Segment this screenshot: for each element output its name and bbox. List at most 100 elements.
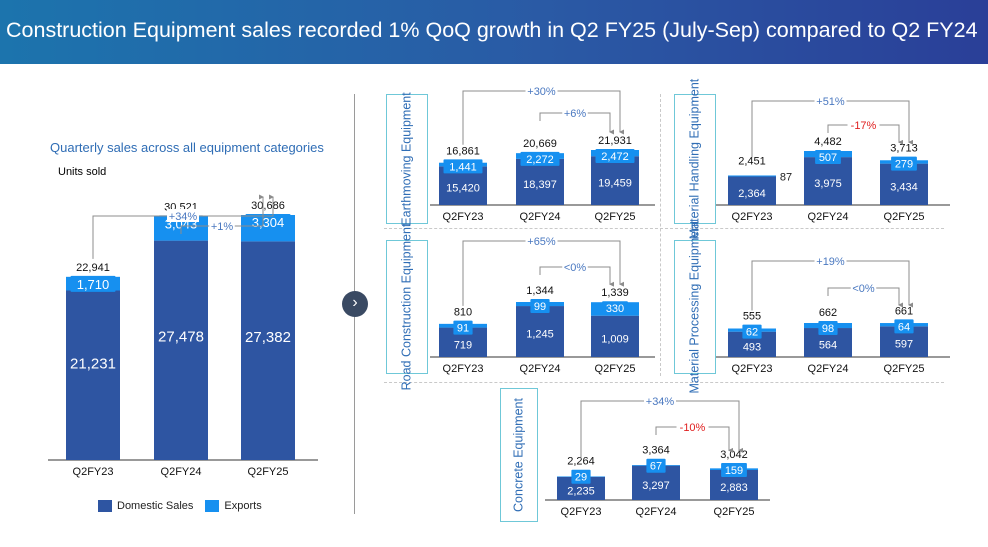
x-tick-label: Q2FY23 <box>732 363 773 375</box>
data-label-total: 4,482 <box>814 136 842 148</box>
bar-domestic <box>804 157 852 205</box>
x-tick-label: Q2FY25 <box>248 466 289 478</box>
category-label-road-construction: Road Construction Equipment <box>386 224 428 390</box>
bar-domestic <box>728 176 776 205</box>
data-label-domestic: 3,297 <box>642 480 670 492</box>
data-label-total: 16,861 <box>446 145 480 157</box>
data-label-domestic: 18,397 <box>523 179 557 191</box>
growth-label: <0% <box>852 283 875 295</box>
export-label-bg <box>453 320 473 335</box>
data-label-total: 1,344 <box>526 285 554 297</box>
data-label-exports: 1,710 <box>77 277 110 292</box>
next-arrow-button[interactable]: › <box>342 291 368 317</box>
legend: Domestic Sales Exports <box>98 500 274 512</box>
data-label-domestic: 564 <box>819 340 837 352</box>
bar-domestic <box>591 315 639 357</box>
export-label-bg <box>520 151 560 166</box>
x-tick-label: Q2FY23 <box>443 363 484 375</box>
data-label-total: 22,941 <box>76 262 110 274</box>
export-label-bg <box>602 301 628 316</box>
export-label-bg <box>742 324 762 339</box>
bar-domestic <box>591 156 639 205</box>
data-label-total: 810 <box>454 307 472 319</box>
data-label-total: 21,931 <box>598 135 632 147</box>
data-label-exports: 67 <box>650 461 662 473</box>
data-label-total: 2,264 <box>567 456 595 468</box>
legend-label-domestic: Domestic Sales <box>117 500 194 512</box>
x-tick-label: Q2FY24 <box>636 506 677 518</box>
data-label-total: 30,686 <box>251 200 285 212</box>
growth-label-bg <box>847 118 880 131</box>
grid-divider-vertical <box>660 94 661 376</box>
data-label-total: 662 <box>819 307 837 319</box>
growth-label-bg <box>644 394 676 407</box>
growth-label-bg <box>562 106 588 119</box>
data-label-total: 3,364 <box>642 445 670 457</box>
data-label-domestic: 1,245 <box>526 329 554 341</box>
data-label-exports: 279 <box>895 159 913 171</box>
x-tick-label: Q2FY23 <box>443 211 484 223</box>
data-label-total: 661 <box>895 305 913 317</box>
data-label-total: 3,042 <box>720 449 748 461</box>
x-tick-label: Q2FY23 <box>73 466 114 478</box>
bar-domestic <box>154 240 208 460</box>
growth-label: -10% <box>680 422 706 434</box>
x-tick-label: Q2FY25 <box>884 211 925 223</box>
bar-domestic <box>66 290 120 460</box>
data-label-exports: 2,472 <box>601 151 629 163</box>
growth-label-bg <box>209 219 235 232</box>
data-label-domestic: 3,975 <box>814 178 842 190</box>
x-tick-label: Q2FY23 <box>732 211 773 223</box>
data-label-total: 20,669 <box>523 138 557 150</box>
data-label-exports: 99 <box>534 301 546 313</box>
growth-label-bg <box>562 260 588 273</box>
units-label: Units sold <box>58 166 107 178</box>
growth-label: +34% <box>646 396 675 408</box>
data-label-domestic: 3,434 <box>890 181 918 193</box>
data-label-domestic: 27,382 <box>245 329 291 346</box>
growth-label: +1% <box>211 221 234 233</box>
data-label-domestic: 719 <box>454 339 472 351</box>
category-label-earthmoving: Earthmoving Equipment <box>386 92 428 226</box>
legend-swatch-exports <box>205 500 220 512</box>
growth-label: +34% <box>169 211 198 223</box>
growth-label-bg <box>814 254 847 267</box>
bar-domestic <box>241 241 295 460</box>
data-label-total: 3,713 <box>890 143 918 155</box>
data-label-exports: 1,441 <box>449 161 477 173</box>
growth-label-bg <box>676 420 709 433</box>
x-tick-label: Q2FY24 <box>161 466 202 478</box>
bar-domestic <box>516 158 564 205</box>
data-label-exports: 330 <box>606 303 624 315</box>
growth-label: +30% <box>527 86 556 98</box>
x-tick-label: Q2FY24 <box>808 363 849 375</box>
data-label-domestic: 19,459 <box>598 178 632 190</box>
data-label-domestic: 2,883 <box>720 482 748 494</box>
data-label-exports: 87 <box>780 172 792 184</box>
header-banner: Construction Equipment sales recorded 1%… <box>0 0 988 64</box>
data-label-exports: 507 <box>819 152 837 164</box>
data-label-domestic: 493 <box>743 341 761 353</box>
data-label-domestic: 1,009 <box>601 333 629 345</box>
data-label-domestic: 27,478 <box>158 329 204 346</box>
growth-arrow <box>462 90 624 145</box>
growth-arrow <box>751 260 913 311</box>
legend-item-exports: Exports <box>205 500 262 512</box>
x-tick-label: Q2FY23 <box>561 506 602 518</box>
category-label-concrete: Concrete Equipment <box>500 388 538 522</box>
export-label-bg <box>815 150 841 164</box>
data-label-domestic: 21,231 <box>70 355 116 372</box>
grid-divider-top <box>384 228 944 229</box>
growth-label: -17% <box>851 120 877 132</box>
export-label-bg <box>443 159 483 174</box>
growth-label: +6% <box>564 108 587 120</box>
x-tick-label: Q2FY24 <box>520 211 561 223</box>
data-label-exports: 2,272 <box>526 154 554 166</box>
export-label-bg <box>530 299 550 314</box>
left-chart-subtitle: Quarterly sales across all equipment cat… <box>50 140 324 155</box>
data-label-exports: 3,304 <box>252 215 285 230</box>
data-label-total: 1,339 <box>601 287 629 299</box>
export-label-bg <box>818 321 838 336</box>
growth-label-bg <box>525 84 558 97</box>
